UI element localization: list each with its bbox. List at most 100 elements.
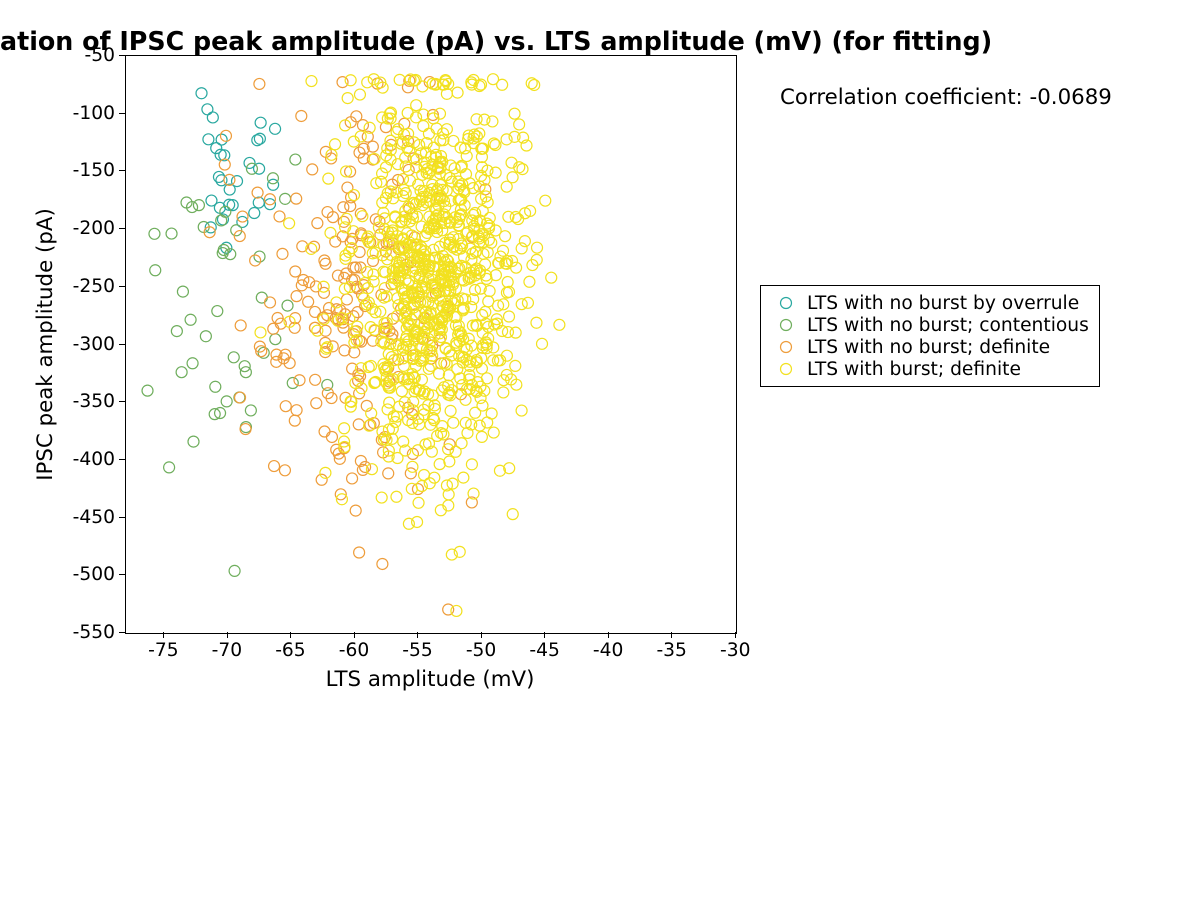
scatter-point [347,473,358,484]
scatter-point [319,426,330,437]
scatter-point [357,120,368,131]
scatter-point [487,116,498,127]
scatter-point [287,378,298,389]
scatter-point [330,139,341,150]
scatter-point [280,401,291,412]
scatter-point [399,184,410,195]
scatter-point [270,123,281,134]
scatter-point [166,228,177,239]
scatter-point [362,77,373,88]
scatter-point [296,110,307,121]
legend-item: LTS with burst; definite [771,358,1089,380]
scatter-point [239,361,250,372]
scatter-point [348,190,359,201]
legend-label: LTS with burst; definite [807,359,1021,380]
scatter-point [354,547,365,558]
scatter-point [339,345,350,356]
scatter-point [519,236,530,247]
scatter-point [338,202,349,213]
scatter-point [207,112,218,123]
plot-area [125,55,737,634]
scatter-point [524,276,535,287]
scatter-point [348,262,359,273]
legend: LTS with no burst by overruleLTS with no… [760,285,1100,387]
scatter-point [323,173,334,184]
scatter-point [480,306,491,317]
y-tick-label: -550 [73,622,115,643]
scatter-point [510,212,521,223]
scatter-point [196,88,207,99]
scatter-point [150,265,161,276]
x-tick-label: -65 [275,640,305,661]
scatter-point [311,398,322,409]
scatter-point [546,272,557,283]
scatter-point [193,200,204,211]
x-tick-label: -60 [339,640,369,661]
scatter-point [418,121,429,132]
x-tick-label: -50 [466,640,496,661]
scatter-point [279,465,290,476]
scatter-point [291,291,302,302]
scatter-point [310,374,321,385]
scatter-point [294,375,305,386]
scatter-point [486,237,497,248]
scatter-point [458,472,469,483]
scatter-point [509,108,520,119]
scatter-point [498,387,509,398]
y-tick-label: -450 [73,507,115,528]
scatter-point [406,483,417,494]
scatter-point [412,516,423,527]
scatter-point [316,474,327,485]
x-tick-label: -45 [529,640,559,661]
scatter-point [350,505,361,516]
scatter-point [176,367,187,378]
scatter-point [265,297,276,308]
scatter-point [188,436,199,447]
legend-item: LTS with no burst; definite [771,336,1089,358]
scatter-point [318,281,329,292]
scatter-point [235,392,246,403]
scatter-point [391,491,402,502]
scatter-point [337,77,348,88]
scatter-point [444,456,455,467]
scatter-point [477,205,488,216]
scatter-point [255,327,266,338]
scatter-point [274,211,285,222]
scatter-point [229,565,240,576]
x-tick-label: -70 [212,640,242,661]
scatter-point [434,368,445,379]
scatter-point [479,114,490,125]
scatter-point [252,187,263,198]
scatter-point [309,306,320,317]
scatter-point [264,199,275,210]
legend-label: LTS with no burst; contentious [807,315,1089,336]
scatter-point [142,385,153,396]
scatter-point [354,89,365,100]
legend-label: LTS with no burst; definite [807,337,1050,358]
scatter-point [470,407,481,418]
scatter-point [269,461,280,472]
scatter-point [177,286,188,297]
legend-marker-icon [771,339,801,355]
chart-title: ation of IPSC peak amplitude (pA) vs. LT… [0,26,992,56]
scatter-point [477,310,488,321]
scatter-point [376,492,387,503]
scatter-point [396,386,407,397]
scatter-point [345,75,356,86]
legend-label: LTS with no burst by overrule [807,293,1079,314]
scatter-point [504,311,515,322]
scatter-point [391,126,402,137]
scatter-point [476,431,487,442]
scatter-point [423,363,434,374]
scatter-point [502,277,513,288]
scatter-point [450,446,461,457]
scatter-point [203,134,214,145]
scatter-point [449,163,460,174]
scatter-point [149,228,160,239]
scatter-point [341,294,352,305]
scatter-point [517,164,528,175]
scatter-point [501,134,512,145]
scatter-point [448,417,459,428]
scatter-svg [126,56,736,633]
scatter-point [509,131,520,142]
